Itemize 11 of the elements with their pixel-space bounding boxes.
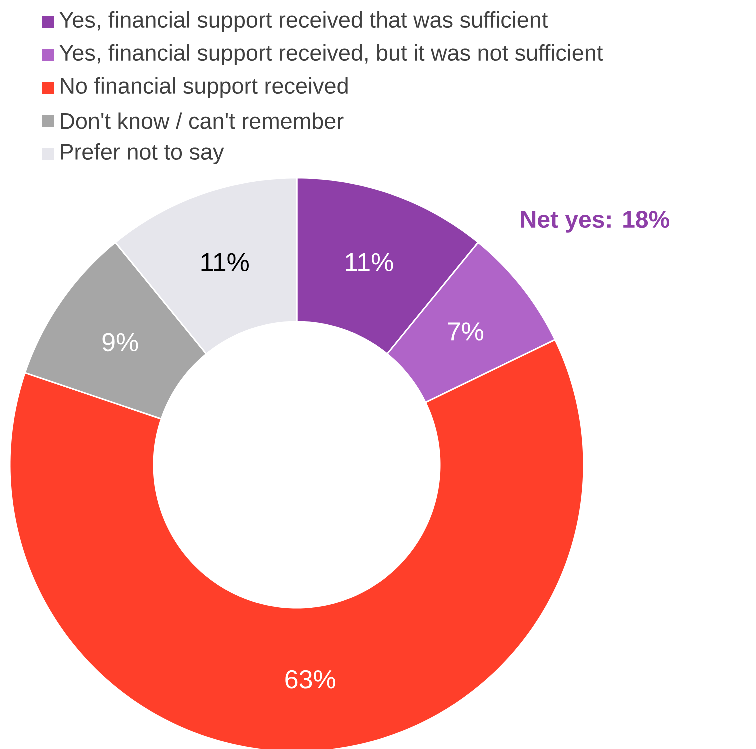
data-label: 7%: [448, 322, 484, 341]
data-label: 11%: [202, 253, 249, 272]
data-label: 11%: [346, 253, 394, 272]
legend-label: Don't know / can't remember: [61, 112, 344, 130]
legend-label: No financial support received: [61, 78, 348, 98]
data-label: 63%: [286, 670, 336, 689]
legend-label: Yes, financial support received, but it was not sufficient: [60, 44, 604, 66]
legend-label: Prefer not to say: [61, 144, 224, 164]
legend-label: Yes, financial support received that was sufficient: [60, 12, 548, 32]
text: Net yes: 18%: [521, 211, 670, 233]
data-label: 9%: [102, 333, 138, 352]
